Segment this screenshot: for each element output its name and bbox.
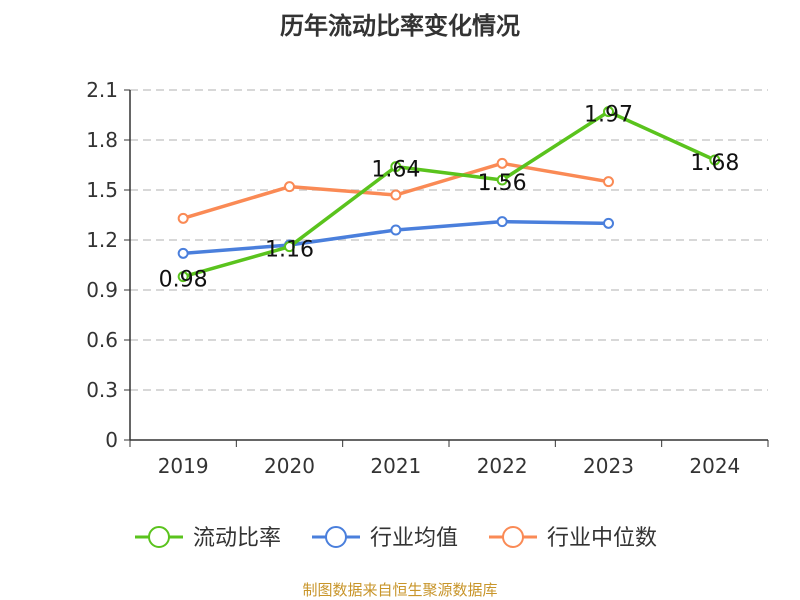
y-tick-label: 1.8 <box>86 128 118 152</box>
data-point <box>603 106 614 118</box>
y-tick-label: 0 <box>105 428 118 452</box>
series-line-0 <box>182 109 716 279</box>
legend-label: 流动比率 <box>193 526 281 551</box>
legend-marker <box>148 526 170 548</box>
data-point <box>603 176 614 188</box>
legend-marker <box>502 526 524 548</box>
data-point <box>496 216 508 228</box>
data-label: 1.56 <box>478 171 527 196</box>
data-point <box>177 271 189 283</box>
y-tick-label: 0.6 <box>86 328 118 352</box>
x-tick-label: 2020 <box>264 454 315 478</box>
data-point <box>390 224 402 236</box>
y-tick-label: 1.2 <box>86 228 118 252</box>
legend-marker <box>325 526 347 548</box>
data-point <box>177 212 189 224</box>
x-tick-label: 2024 <box>689 454 740 478</box>
data-point <box>177 247 189 259</box>
x-tick-label: 2019 <box>158 454 209 478</box>
legend-label: 行业均值 <box>370 526 458 551</box>
data-label: 0.98 <box>159 268 208 293</box>
data-point <box>284 181 295 193</box>
data-label: 1.64 <box>371 158 420 183</box>
data-label: 1.68 <box>690 151 739 176</box>
x-tick-label: 2021 <box>370 454 421 478</box>
data-label: 1.16 <box>265 238 314 263</box>
x-tick-label: 2022 <box>477 454 528 478</box>
x-tick-label: 2023 <box>583 454 634 478</box>
y-tick-label: 1.5 <box>86 178 118 202</box>
data-point <box>496 174 508 186</box>
data-point <box>496 157 508 169</box>
data-point <box>709 154 721 166</box>
data-point <box>390 161 402 173</box>
y-tick-label: 0.3 <box>86 378 118 402</box>
data-label: 1.97 <box>584 103 633 128</box>
y-tick-label: 2.1 <box>86 78 118 102</box>
y-tick-label: 0.9 <box>86 278 118 302</box>
source-note: 制图数据来自恒生聚源数据库 <box>302 581 498 599</box>
chart-title: 历年流动比率变化情况 <box>280 12 520 40</box>
data-point <box>284 241 295 253</box>
legend-label: 行业中位数 <box>547 526 657 551</box>
data-point <box>390 189 402 201</box>
data-point <box>603 217 614 229</box>
